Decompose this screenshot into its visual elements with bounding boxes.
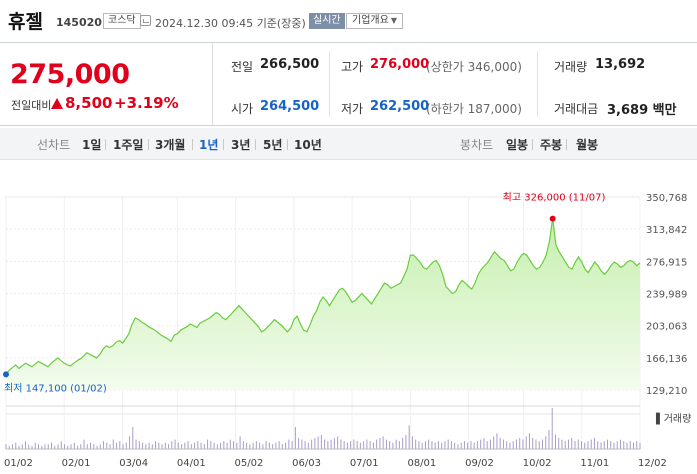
open-value: 264,500 (260, 99, 320, 114)
x-tick-label: 05/02 (235, 458, 264, 469)
prev-close-value: 266,500 (260, 57, 320, 72)
y-tick-label: 166,136 (646, 354, 687, 365)
extreme-markers: 최고 326,000 (11/07) 최저 147,100 (01/02) (3, 192, 606, 394)
volume-label: 거래량 (554, 60, 588, 74)
price-area (6, 218, 640, 390)
chevron-down-icon: ▼ (390, 16, 397, 25)
calendar-icon (140, 15, 151, 26)
high-label: 고가 (341, 60, 364, 74)
y-tick-label: 203,063 (646, 322, 687, 333)
company-overview-dropdown[interactable]: 기업개요 ▼ (346, 13, 403, 29)
min-marker (3, 371, 9, 378)
x-tick-label: 08/01 (407, 458, 436, 469)
high-value: 276,000 (370, 57, 430, 72)
min-label: 최저 147,100 (01/02) (4, 382, 107, 394)
y-axis: 350,768 313,842 276,915 239,989 203,063 166,1… (646, 193, 687, 397)
x-tick-label: 10/02 (523, 458, 552, 469)
volume-legend: ▌거래량 (655, 412, 691, 425)
divider (329, 51, 330, 117)
candle-chart-label: 봉차트 (460, 138, 494, 152)
divider (255, 139, 256, 150)
max-label: 최고 326,000 (11/07) (503, 192, 606, 204)
x-tick-label: 09/02 (465, 458, 494, 469)
change-percent: +3.19% (114, 94, 179, 112)
divider (192, 139, 193, 150)
chart-type-bar: 선차트 1일 1주일 3개월 1년 3년 5년 10년 봉차트 일봉 주봉 월봉 (0, 128, 697, 160)
open-label: 시가 (231, 102, 254, 116)
divider (223, 139, 224, 150)
upper-limit: (상한가 346,000) (426, 60, 522, 74)
up-arrow-icon (51, 98, 63, 109)
y-tick-label: 350,768 (646, 193, 687, 204)
low-label: 저가 (341, 102, 364, 116)
y-tick-label: 239,989 (646, 290, 687, 301)
line-chart-label: 선차트 (37, 138, 71, 152)
tab-3m[interactable]: 3개월 (155, 138, 186, 152)
x-tick-label: 11/01 (580, 458, 609, 469)
tab-weekly[interactable]: 주봉 (540, 138, 563, 152)
x-tick-label: 01/02 (4, 458, 33, 469)
change-value: 8,500 (65, 94, 113, 112)
amount-label: 거래대금 (554, 102, 599, 116)
divider (537, 51, 538, 117)
x-tick-label: 04/01 (177, 458, 206, 469)
y-tick-label: 276,915 (646, 257, 687, 268)
amount-value: 3,689 백만 (607, 103, 677, 118)
stock-code: 145020 (56, 16, 102, 29)
divider (148, 139, 149, 150)
divider (532, 139, 533, 150)
stock-header: 휴젤 145020 코스닥 2024.12.30 09:45 기준(장중) 실시… (0, 0, 697, 40)
divider (566, 139, 567, 150)
prev-close-label: 전일 (231, 60, 254, 74)
x-axis: 01/02 02/01 03/04 04/01 05/02 06/03 07/01 08/01… (4, 458, 667, 469)
stock-name: 휴젤 (8, 11, 43, 33)
y-tick-label: 129,210 (646, 386, 687, 397)
tab-1d[interactable]: 1일 (82, 138, 102, 152)
market-tag: 코스닥 (103, 13, 141, 29)
quote-timestamp: 2024.12.30 09:45 기준(장중) (155, 17, 306, 30)
lower-limit: (하한가 187,000) (426, 102, 522, 116)
quote-summary: 275,000 전일대비 8,500 +3.19% 전일 266,500 고가 … (0, 42, 697, 126)
x-tick-label: 03/04 (119, 458, 148, 469)
realtime-button[interactable]: 실시간 (309, 13, 345, 29)
y-tick-label: 313,842 (646, 225, 687, 236)
tab-daily[interactable]: 일봉 (506, 138, 529, 152)
tab-1w[interactable]: 1주일 (113, 138, 144, 152)
tab-3y[interactable]: 3년 (231, 138, 251, 152)
x-tick-label: 06/03 (292, 458, 321, 469)
tab-5y[interactable]: 5년 (263, 138, 283, 152)
tab-monthly[interactable]: 월봉 (576, 138, 599, 152)
price-chart: 350,768 313,842 276,915 239,989 203,063 166,1… (0, 160, 697, 474)
current-price-box: 275,000 전일대비 8,500 +3.19% (0, 43, 213, 125)
change-label: 전일대비 (11, 99, 52, 112)
volume-bars: ▌거래량 (5, 405, 691, 450)
x-tick-label: 07/01 (350, 458, 379, 469)
divider (287, 139, 288, 150)
max-marker (549, 215, 556, 222)
low-value: 262,500 (370, 99, 430, 114)
price-chart-svg: 350,768 313,842 276,915 239,989 203,063 166,1… (3, 192, 691, 469)
price-line (5, 218, 641, 375)
divider (105, 139, 106, 150)
x-tick-label: 02/01 (62, 458, 91, 469)
tab-10y[interactable]: 10년 (294, 138, 322, 152)
volume-value: 13,692 (595, 57, 646, 72)
x-tick-label: 12/02 (638, 458, 667, 469)
tab-1y[interactable]: 1년 (199, 138, 219, 152)
current-price: 275,000 (10, 59, 130, 90)
